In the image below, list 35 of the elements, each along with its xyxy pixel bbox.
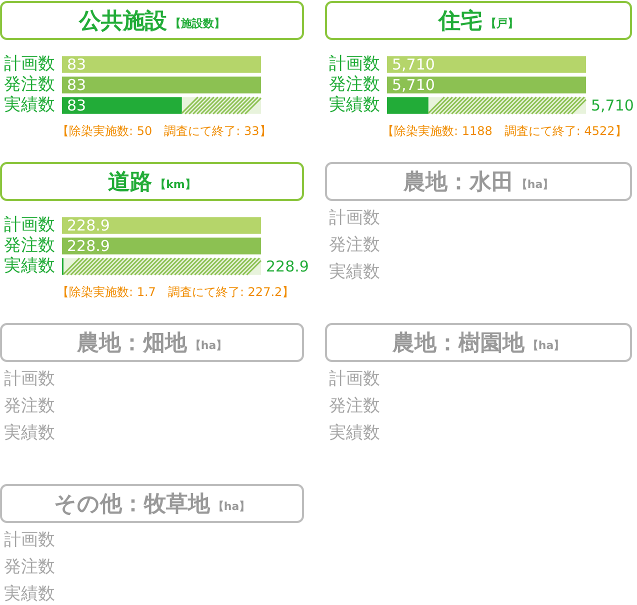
chart-title: 住宅 bbox=[438, 8, 482, 36]
data-label: 83 bbox=[67, 96, 86, 114]
text: 【除染実施数: 1.7 調査にて終了: 227.2】 bbox=[57, 284, 294, 301]
y-tick-label: 実績数 bbox=[329, 94, 380, 115]
text: 農地：畑地 bbox=[76, 330, 187, 358]
total-label: 83 bbox=[67, 76, 86, 94]
text: その他：牧草地 bbox=[54, 490, 210, 518]
text: 【ha】 bbox=[212, 499, 250, 514]
y-tick-label: 計画数 bbox=[329, 54, 380, 74]
chart-subtitle: 【km】 bbox=[155, 177, 196, 192]
chart-subtitle: 【戸】 bbox=[486, 16, 518, 31]
y-tick-label: 実績数 bbox=[4, 94, 55, 115]
text: 【除染実施数: 50 調査にて終了: 33】 bbox=[57, 123, 272, 140]
text: 農地：樹園地 bbox=[392, 330, 524, 358]
y-tick-label: 実績数 bbox=[4, 256, 55, 276]
y-tick-label: 発注数 bbox=[4, 235, 55, 256]
text: 【除染実施数: 1188 調査にて終了: 4522】 bbox=[382, 123, 627, 140]
data-label: 228.9 bbox=[67, 216, 110, 234]
chart-title: 道路 bbox=[108, 168, 152, 196]
data-label: 5,710 bbox=[392, 55, 435, 74]
chart-subtitle: 【施設数】 bbox=[170, 16, 225, 31]
chart-title: 公共施設 bbox=[79, 8, 167, 36]
y-tick-label: 発注数 bbox=[4, 74, 55, 94]
total-label: 228.9 bbox=[67, 236, 110, 255]
data-label: 228.9 bbox=[266, 257, 309, 276]
text: 【ha】 bbox=[190, 338, 228, 353]
y-tick-label: 計画数 bbox=[4, 54, 55, 74]
data-label: 83 bbox=[67, 55, 86, 74]
y-tick-label: 計画数 bbox=[4, 214, 55, 235]
total-label: 5,710 bbox=[392, 76, 435, 94]
y-tick-label: 発注数 bbox=[329, 74, 380, 94]
text: 【ha】 bbox=[516, 177, 554, 192]
text: 【ha】 bbox=[527, 338, 565, 353]
text: 農地：水田 bbox=[403, 168, 514, 196]
data-label: 5,710 bbox=[591, 96, 634, 114]
